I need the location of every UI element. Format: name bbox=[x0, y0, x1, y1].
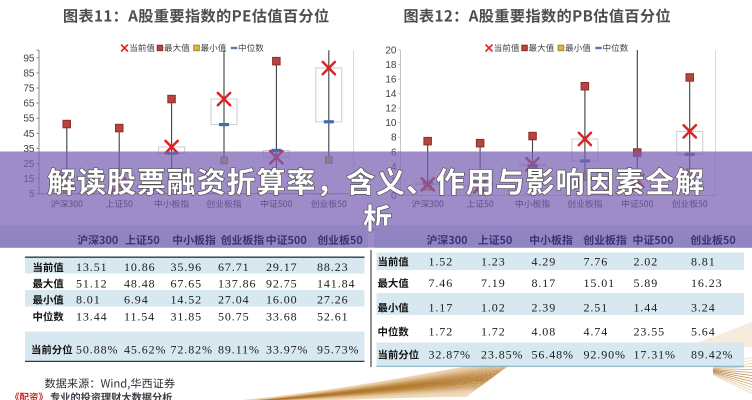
svg-text:48.48: 48.48 bbox=[124, 276, 156, 290]
svg-text:8.81: 8.81 bbox=[691, 255, 716, 269]
svg-text:95.73%: 95.73% bbox=[317, 343, 359, 357]
svg-text:2.51: 2.51 bbox=[584, 301, 609, 315]
svg-text:72.82%: 72.82% bbox=[171, 343, 213, 357]
svg-text:75: 75 bbox=[23, 84, 35, 95]
svg-text:14: 14 bbox=[385, 89, 397, 100]
svg-text:8.17: 8.17 bbox=[532, 276, 557, 290]
svg-text:2.39: 2.39 bbox=[532, 301, 557, 315]
svg-text:52.61: 52.61 bbox=[317, 309, 349, 323]
svg-text:85: 85 bbox=[23, 68, 35, 79]
svg-text:7.19: 7.19 bbox=[481, 276, 506, 290]
svg-text:16: 16 bbox=[385, 75, 397, 86]
svg-text:92.90%: 92.90% bbox=[584, 348, 626, 362]
svg-text:1.23: 1.23 bbox=[481, 255, 506, 269]
svg-text:56.48%: 56.48% bbox=[532, 348, 574, 362]
svg-text:16.00: 16.00 bbox=[266, 293, 298, 307]
svg-text:29.17: 29.17 bbox=[266, 260, 298, 274]
svg-text:1.52: 1.52 bbox=[429, 255, 454, 269]
svg-text:51.12: 51.12 bbox=[76, 276, 108, 290]
svg-text:2.02: 2.02 bbox=[634, 255, 659, 269]
svg-text:5.89: 5.89 bbox=[634, 276, 659, 290]
svg-text:95: 95 bbox=[23, 53, 35, 64]
svg-text:33.68: 33.68 bbox=[266, 309, 298, 323]
svg-text:1.17: 1.17 bbox=[429, 301, 454, 315]
svg-text:12: 12 bbox=[385, 104, 397, 115]
svg-text:1.02: 1.02 bbox=[481, 301, 506, 315]
svg-text:92.75: 92.75 bbox=[266, 276, 298, 290]
svg-text:67.65: 67.65 bbox=[171, 276, 203, 290]
svg-text:13.51: 13.51 bbox=[76, 260, 108, 274]
svg-text:15.01: 15.01 bbox=[584, 276, 616, 290]
svg-text:89.11%: 89.11% bbox=[218, 343, 260, 357]
svg-text:23.55: 23.55 bbox=[634, 325, 666, 339]
svg-text:10.86: 10.86 bbox=[124, 260, 156, 274]
svg-text:16.23: 16.23 bbox=[691, 276, 723, 290]
svg-text:27.04: 27.04 bbox=[218, 293, 250, 307]
svg-text:137.86: 137.86 bbox=[218, 276, 256, 290]
svg-text:50.75: 50.75 bbox=[218, 309, 250, 323]
svg-text:89.42%: 89.42% bbox=[691, 348, 733, 362]
svg-text:10: 10 bbox=[385, 118, 397, 129]
svg-text:8: 8 bbox=[391, 133, 397, 144]
svg-text:1.44: 1.44 bbox=[634, 301, 659, 315]
svg-text:4.29: 4.29 bbox=[532, 255, 557, 269]
svg-text:33.97%: 33.97% bbox=[266, 343, 308, 357]
svg-text:27.26: 27.26 bbox=[317, 293, 349, 307]
svg-text:20: 20 bbox=[385, 46, 397, 57]
svg-text:13.44: 13.44 bbox=[76, 309, 108, 323]
svg-text:14.52: 14.52 bbox=[171, 293, 203, 307]
svg-text:4.08: 4.08 bbox=[532, 325, 557, 339]
svg-text:1.72: 1.72 bbox=[429, 325, 454, 339]
svg-text:17.31%: 17.31% bbox=[634, 348, 676, 362]
svg-text:45.62%: 45.62% bbox=[124, 343, 166, 357]
svg-text:4.74: 4.74 bbox=[584, 325, 609, 339]
svg-text:1.72: 1.72 bbox=[481, 325, 506, 339]
svg-text:7.76: 7.76 bbox=[584, 255, 609, 269]
svg-text:35.96: 35.96 bbox=[171, 260, 203, 274]
svg-text:7.46: 7.46 bbox=[429, 276, 454, 290]
svg-text:3.24: 3.24 bbox=[691, 301, 716, 315]
svg-text:5.64: 5.64 bbox=[691, 325, 716, 339]
svg-text:31.85: 31.85 bbox=[171, 309, 203, 323]
svg-text:11.54: 11.54 bbox=[124, 309, 155, 323]
svg-text:88.23: 88.23 bbox=[317, 260, 349, 274]
svg-text:32.87%: 32.87% bbox=[429, 348, 471, 362]
svg-text:55: 55 bbox=[23, 114, 35, 125]
svg-text:67.71: 67.71 bbox=[218, 260, 250, 274]
svg-text:35: 35 bbox=[23, 144, 35, 155]
svg-text:50.88%: 50.88% bbox=[76, 343, 118, 357]
svg-text:8.01: 8.01 bbox=[76, 293, 101, 307]
svg-text:23.85%: 23.85% bbox=[481, 348, 523, 362]
svg-text:141.84: 141.84 bbox=[317, 276, 355, 290]
svg-text:18: 18 bbox=[385, 60, 397, 71]
svg-text:65: 65 bbox=[23, 99, 35, 110]
svg-text:45: 45 bbox=[23, 129, 35, 140]
svg-text:6.94: 6.94 bbox=[124, 293, 149, 307]
